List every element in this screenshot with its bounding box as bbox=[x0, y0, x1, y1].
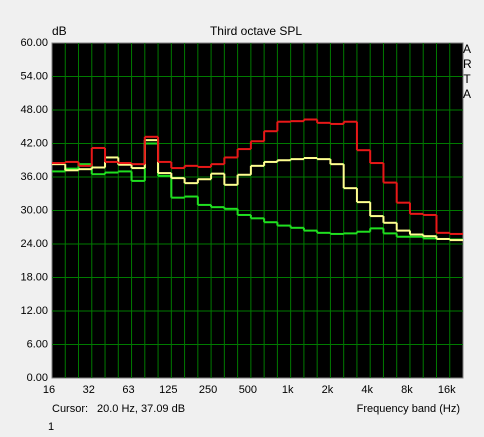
y-tick-label: 6.00 bbox=[27, 338, 48, 350]
cursor-label: Cursor: bbox=[52, 403, 88, 415]
footer: 1 bbox=[48, 421, 54, 433]
y-tick-label: 36.00 bbox=[20, 171, 48, 183]
y-tick-label: 12.00 bbox=[20, 305, 48, 317]
x-tick-label: 32 bbox=[83, 384, 95, 396]
x-tick-label: 125 bbox=[159, 384, 177, 396]
y-tick-label: 30.00 bbox=[20, 204, 48, 216]
y-tick-label: 24.00 bbox=[20, 238, 48, 250]
y-tick-label: 42.00 bbox=[20, 137, 48, 149]
x-tick-label: 4k bbox=[361, 384, 373, 396]
y-tick-label: 0.00 bbox=[27, 372, 48, 384]
side-label: ARTA bbox=[463, 42, 472, 101]
x-tick-label: 1k bbox=[282, 384, 294, 396]
chart-title: Third octave SPL bbox=[210, 24, 302, 38]
cursor-value: 20.0 Hz, 37.09 dB bbox=[97, 403, 185, 415]
y-tick-label: 54.00 bbox=[20, 70, 48, 82]
x-tick-label: 2k bbox=[322, 384, 334, 396]
y-tick-label: 60.00 bbox=[20, 37, 48, 49]
x-tick-label: 8k bbox=[401, 384, 413, 396]
x-tick-label: 250 bbox=[199, 384, 217, 396]
x-tick-label: 16k bbox=[438, 384, 456, 396]
y-axis-label: dB bbox=[52, 24, 67, 38]
x-tick-label: 63 bbox=[122, 384, 134, 396]
y-tick-label: 18.00 bbox=[20, 271, 48, 283]
y-tick-label: 48.00 bbox=[20, 104, 48, 116]
x-axis-label: Frequency band (Hz) bbox=[357, 403, 460, 415]
x-tick-label: 16 bbox=[43, 384, 55, 396]
x-tick-label: 500 bbox=[239, 384, 257, 396]
